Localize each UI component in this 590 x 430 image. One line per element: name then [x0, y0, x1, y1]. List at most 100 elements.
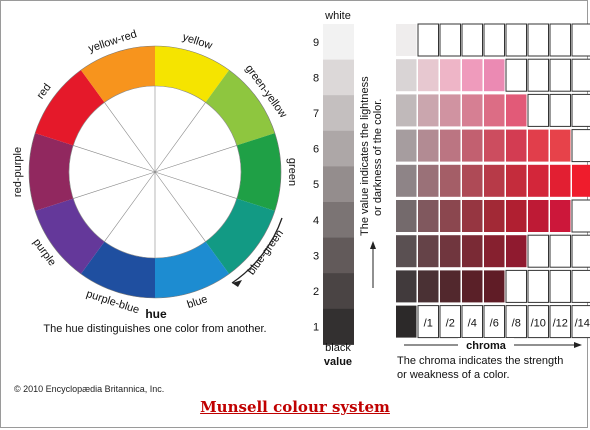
value-swatch-2: [323, 273, 354, 310]
chroma-cell-v7-c6: [527, 93, 549, 127]
hue-segment-yellow-red: [80, 46, 155, 103]
value-swatch-5: [323, 166, 354, 203]
copyright-notice: © 2010 Encyclopædia Britannica, Inc.: [14, 384, 165, 394]
chroma-cell-v3-c0: [396, 235, 417, 268]
hue-segment-purple-blue: [80, 241, 155, 298]
hue-segment-purple: [35, 198, 105, 274]
chroma-label-bg: [458, 338, 514, 352]
chroma-caption-line1: The chroma indicates the strength: [397, 355, 563, 367]
chroma-cell-v3-c8: [571, 234, 590, 268]
value-top-label: white: [324, 10, 351, 22]
hue-spoke: [154, 145, 237, 173]
chroma-label-14: /14: [575, 318, 590, 330]
chroma-cell-v3-c6: [527, 234, 549, 268]
chroma-cell-v3-c3: [462, 235, 483, 268]
chroma-cell-v8-c3: [462, 59, 483, 92]
hue-spoke: [104, 171, 156, 242]
value-swatch-8: [323, 59, 354, 96]
hue-spoke: [154, 171, 206, 242]
hue-segment-red: [35, 70, 105, 146]
value-level-5: 5: [313, 179, 319, 191]
chroma-cell-v9-c0: [396, 24, 417, 56]
chroma-cell-v5-c4: [484, 164, 505, 197]
chroma-cell-v1-c4: [483, 305, 505, 339]
value-scale-bar: [323, 24, 354, 345]
chroma-cell-v9-c4: [483, 23, 505, 57]
chroma-cell-v2-c0: [396, 270, 417, 303]
value-level-1: 1: [313, 322, 319, 334]
value-level-8: 8: [313, 72, 319, 84]
chroma-cell-v7-c8: [571, 93, 590, 127]
value-level-labels: 9 8 7 6 5 4 3 2 1: [313, 37, 319, 334]
hue-segment-blue: [155, 241, 230, 298]
chroma-grid: [396, 23, 590, 339]
value-note-line2: or darkness of the color.: [372, 99, 384, 216]
value-level-9: 9: [313, 37, 319, 49]
hue-direction-arrow: [231, 217, 283, 284]
chroma-cell-v4-c7: [550, 200, 571, 232]
chroma-cell-v9-c5: [505, 23, 527, 57]
chroma-cell-v1-c7: [549, 305, 571, 339]
chroma-cell-v3-c1: [418, 235, 439, 268]
chroma-cell-v1-c6: [527, 305, 549, 339]
value-swatch-4: [323, 202, 354, 239]
hue-spoke: [73, 171, 156, 199]
chroma-cell-v9-c8: [571, 23, 590, 57]
hue-caption: The hue distinguishes one color from ano…: [43, 323, 266, 335]
chroma-cell-v1-c5: [505, 305, 527, 339]
chroma-cell-v4-c4: [484, 200, 505, 232]
hue-label-blue: blue: [186, 293, 209, 311]
value-level-6: 6: [313, 144, 319, 156]
hue-label: hue: [145, 307, 167, 321]
chroma-cell-v3-c4: [484, 235, 505, 268]
chroma-cell-v7-c4: [484, 94, 505, 127]
chroma-cell-v2-c1: [418, 270, 439, 303]
chroma-cell-v1-c1: [417, 305, 439, 339]
figure-title-link[interactable]: Munsell colour system: [200, 398, 390, 416]
chroma-cell-v9-c2: [439, 23, 461, 57]
chroma-cell-v6-c2: [440, 129, 461, 162]
chroma-cell-v8-c6: [527, 58, 549, 92]
value-note-line1: The value indicates the lightness: [359, 76, 371, 236]
chroma-cell-v2-c7: [549, 269, 571, 303]
chroma-cell-v8-c7: [549, 58, 571, 92]
chroma-axis-label: chroma: [466, 340, 507, 352]
chroma-cell-v7-c2: [440, 94, 461, 127]
chroma-cell-v6-c3: [462, 129, 483, 162]
hue-segment-red-purple: [29, 133, 74, 211]
hue-label-yellow: yellow: [181, 31, 214, 52]
value-swatch-7: [323, 95, 354, 132]
chroma-cell-v5-c7: [550, 164, 571, 197]
chroma-cell-v4-c0: [396, 200, 417, 232]
chroma-cell-v7-c7: [549, 93, 571, 127]
chroma-cell-v6-c8: [571, 129, 590, 163]
chroma-cell-v3-c7: [549, 234, 571, 268]
munsell-diagram: yellowgreen-yellowgreenblue-greenbluepur…: [12, 10, 590, 381]
value-swatch-1: [323, 308, 354, 345]
hue-spoke: [154, 171, 237, 199]
chroma-cell-v2-c4: [484, 270, 505, 303]
chroma-labels: /1/2/4/6/8/10/12/14: [424, 318, 590, 330]
hue-spoke: [104, 102, 156, 173]
chroma-cell-v7-c5: [506, 94, 527, 127]
arrow-head-icon: [232, 280, 242, 287]
chroma-cell-v8-c2: [440, 59, 461, 92]
value-level-7: 7: [313, 108, 319, 120]
chroma-cell-v4-c5: [506, 200, 527, 232]
chroma-cell-v5-c5: [506, 164, 527, 197]
chroma-cell-v5-c1: [418, 164, 439, 197]
chroma-cell-v8-c1: [418, 59, 439, 92]
chroma-cell-v7-c3: [462, 94, 483, 127]
chroma-label-6: /6: [490, 318, 499, 330]
hue-segment-green-yellow: [205, 70, 275, 146]
chroma-arrow-head-icon: [574, 342, 582, 348]
chroma-cell-v4-c3: [462, 200, 483, 232]
chroma-cell-v8-c4: [484, 59, 505, 92]
chroma-cell-v1-c0: [396, 305, 417, 338]
value-level-2: 2: [313, 286, 319, 298]
chroma-cell-v4-c2: [440, 200, 461, 232]
chroma-cell-v5-c6: [528, 164, 549, 197]
chroma-cell-v4-c6: [528, 200, 549, 232]
chroma-cell-v6-c7: [550, 129, 571, 162]
value-arrow-head-icon: [370, 241, 376, 249]
